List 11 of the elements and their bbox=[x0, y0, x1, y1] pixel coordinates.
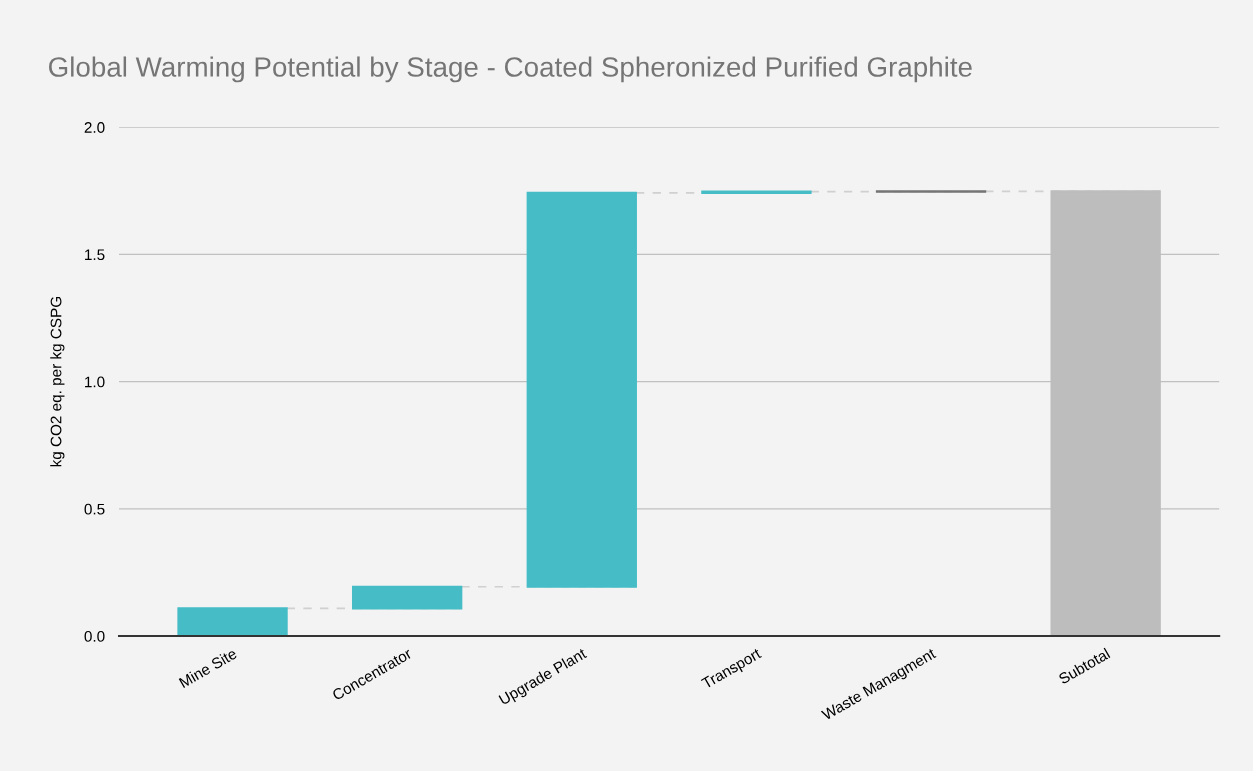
bar bbox=[526, 191, 637, 588]
y-tick-label: 1.0 bbox=[85, 376, 105, 388]
y-tick-label: 2.0 bbox=[84, 122, 105, 133]
y-axis-title: kg CO2 eq. per kg CSPG bbox=[50, 297, 65, 467]
y-tick-label: 0.0 bbox=[84, 630, 105, 642]
bar bbox=[177, 607, 288, 637]
y-tick-label: 1.5 bbox=[85, 249, 105, 261]
bar bbox=[351, 585, 463, 610]
x-tick-label: Mine Site bbox=[178, 647, 238, 689]
y-tick-label: 0.5 bbox=[84, 503, 105, 515]
chart-title: Global Warming Potential by Stage - Coated Spheronized Purified Graphite bbox=[49, 56, 972, 83]
